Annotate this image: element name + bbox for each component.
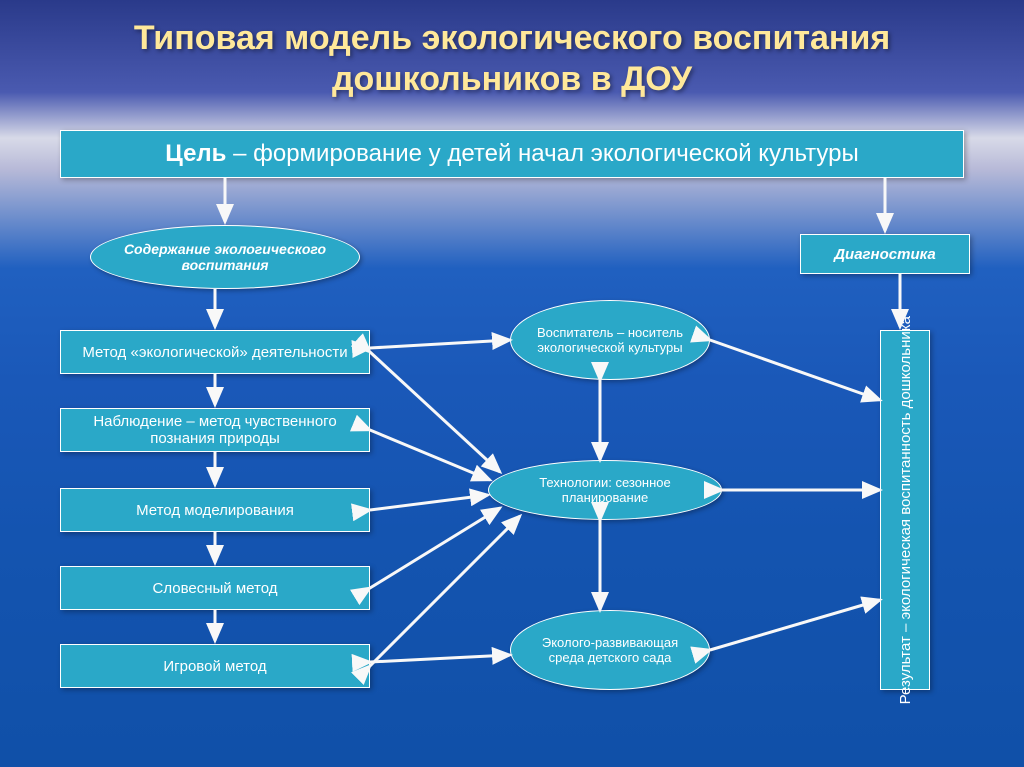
result-label: Результат – экологическая воспитанность … bbox=[897, 316, 914, 704]
method-label: Наблюдение – метод чувственного познания… bbox=[71, 413, 359, 447]
diagnostics-label: Диагностика bbox=[834, 246, 936, 263]
method-label: Метод моделирования bbox=[136, 502, 294, 519]
goal-box: Цель – формирование у детей начал эколог… bbox=[60, 130, 964, 178]
teacher-label: Воспитатель – носитель экологической кул… bbox=[525, 325, 695, 355]
method-label: Словесный метод bbox=[153, 580, 278, 597]
env-ellipse: Эколого-развивающая среда детского сада bbox=[510, 610, 710, 690]
method-box-1: Метод «экологической» деятельности bbox=[60, 330, 370, 374]
method-box-3: Метод моделирования bbox=[60, 488, 370, 532]
content-label: Содержание экологического воспитания bbox=[124, 241, 326, 273]
diagnostics-box: Диагностика bbox=[800, 234, 970, 274]
method-box-4: Словесный метод bbox=[60, 566, 370, 610]
tech-label: Технологии: сезонное планирование bbox=[503, 475, 707, 505]
goal-text: – формирование у детей начал экологическ… bbox=[226, 140, 858, 167]
result-box: Результат – экологическая воспитанность … bbox=[880, 330, 930, 690]
teacher-ellipse: Воспитатель – носитель экологической кул… bbox=[510, 300, 710, 380]
goal-prefix: Цель bbox=[165, 140, 226, 167]
tech-ellipse: Технологии: сезонное планирование bbox=[488, 460, 722, 520]
content-ellipse: Содержание экологического воспитания bbox=[90, 225, 360, 289]
env-label: Эколого-развивающая среда детского сада bbox=[525, 635, 695, 665]
method-box-2: Наблюдение – метод чувственного познания… bbox=[60, 408, 370, 452]
method-label: Игровой метод bbox=[163, 658, 266, 675]
method-label: Метод «экологической» деятельности bbox=[82, 344, 347, 361]
slide-title: Типовая модель экологического воспитания… bbox=[0, 0, 1024, 108]
method-box-5: Игровой метод bbox=[60, 644, 370, 688]
